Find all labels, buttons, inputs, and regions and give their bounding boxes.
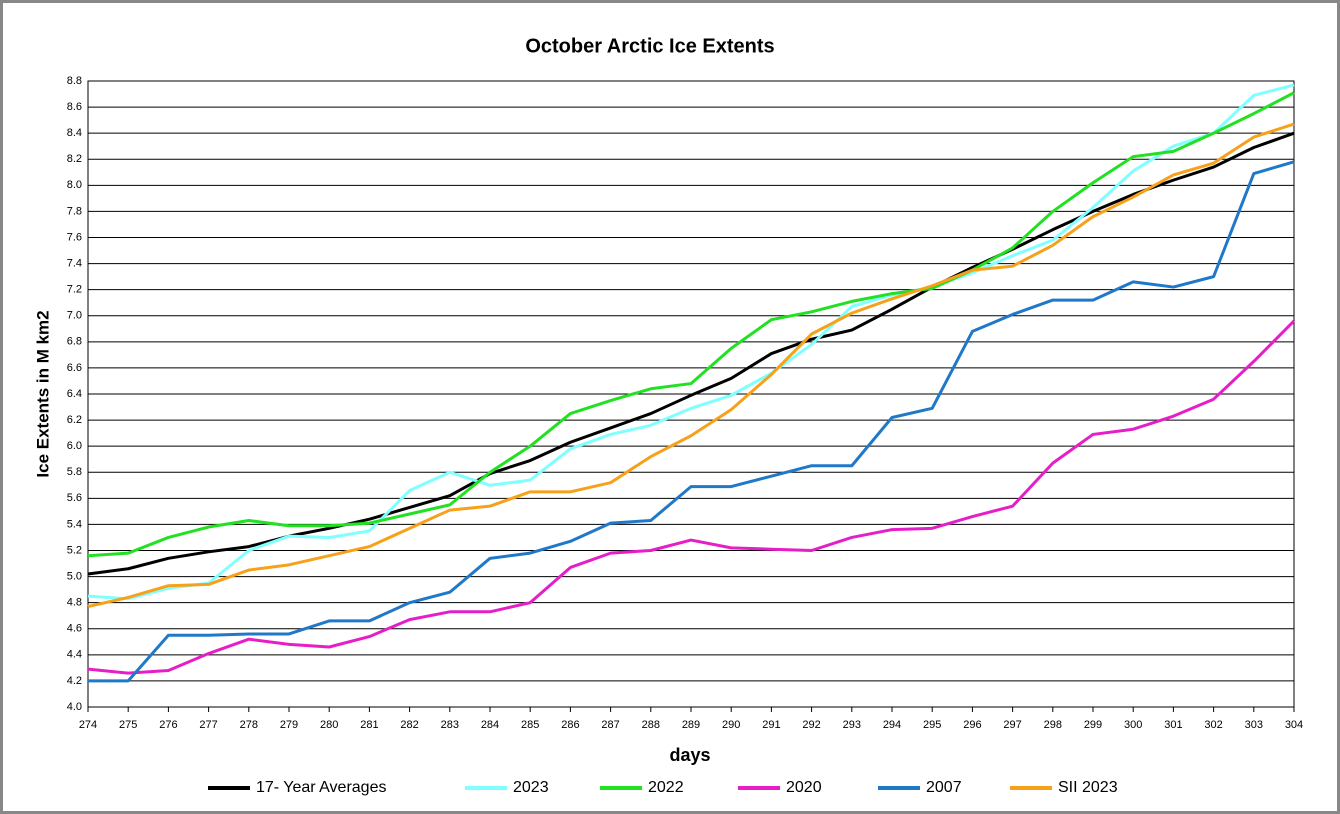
x-tick-label: 279 [280,719,298,731]
x-tick-label: 278 [240,719,258,731]
y-tick-label: 7.8 [67,205,82,217]
chart-title: October Arctic Ice Extents [525,35,774,57]
x-tick-label: 283 [441,719,459,731]
x-tick-label: 288 [642,719,660,731]
y-tick-label: 8.2 [67,153,82,165]
series-line [87,319,1296,675]
x-tick-label: 280 [320,719,338,731]
x-axis-label: days [669,745,710,765]
x-tick-label: 296 [963,719,981,731]
y-tick-label: 5.0 [67,570,82,582]
x-tick-label: 281 [360,719,378,731]
y-tick-label: 5.8 [67,466,82,478]
x-tick-label: 302 [1204,719,1222,731]
x-tick-label: 295 [923,719,941,731]
x-tick-label: 298 [1044,719,1062,731]
y-tick-label: 4.2 [67,675,82,687]
x-tick-label: 289 [682,719,700,731]
y-tick-label: 6.0 [67,440,82,452]
x-tick-label: 303 [1245,719,1263,731]
y-tick-label: 4.8 [67,597,82,609]
x-tick-label: 274 [79,719,97,731]
legend-label: 2022 [648,779,684,796]
series-line [88,160,1295,683]
x-tick-label: 276 [159,719,177,731]
y-axis-label: Ice Extents in M km2 [33,310,52,477]
legend-label: 2007 [926,779,962,796]
x-tick-label: 290 [722,719,740,731]
x-tick-label: 293 [843,719,861,731]
y-tick-label: 5.4 [67,518,82,530]
x-tick-label: 300 [1124,719,1142,731]
x-tick-label: 284 [481,719,499,731]
x-tick-label: 299 [1084,719,1102,731]
series-line [87,83,1295,601]
y-tick-label: 7.2 [67,284,82,296]
x-tick-label: 285 [521,719,539,731]
series-line [87,122,1295,609]
y-tick-label: 7.4 [67,257,82,269]
y-tick-label: 7.6 [67,231,82,243]
y-tick-label: 6.2 [67,414,82,426]
y-tick-label: 4.6 [67,623,82,635]
x-tick-label: 282 [400,719,418,731]
x-tick-label: 304 [1285,719,1303,731]
y-tick-label: 7.0 [67,310,82,322]
x-tick-label: 291 [762,719,780,731]
y-tick-label: 6.6 [67,362,82,374]
x-tick-label: 297 [1003,719,1021,731]
y-tick-label: 5.6 [67,492,82,504]
y-tick-label: 8.0 [67,179,82,191]
x-tick-label: 287 [601,719,619,731]
series-line [87,91,1295,558]
x-tick-label: 277 [199,719,217,731]
y-tick-label: 8.4 [67,127,82,139]
y-tick-label: 8.6 [67,101,82,113]
x-tick-label: 292 [802,719,820,731]
legend-label: 2023 [513,779,549,796]
legend-label: 2020 [786,779,822,796]
x-tick-label: 286 [561,719,579,731]
y-tick-label: 8.8 [67,75,82,87]
x-tick-label: 294 [883,719,901,731]
x-tick-label: 301 [1164,719,1182,731]
y-tick-label: 5.2 [67,544,82,556]
legend-label: 17- Year Averages [256,779,386,796]
x-tick-label: 275 [119,719,137,731]
y-tick-label: 4.0 [67,701,82,713]
y-tick-label: 4.4 [67,649,82,661]
legend-label: SII 2023 [1058,779,1118,796]
y-tick-label: 6.4 [67,388,82,400]
y-tick-label: 6.8 [67,336,82,348]
